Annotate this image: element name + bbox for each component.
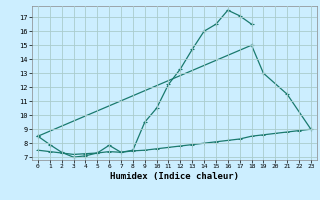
X-axis label: Humidex (Indice chaleur): Humidex (Indice chaleur) [110,172,239,181]
